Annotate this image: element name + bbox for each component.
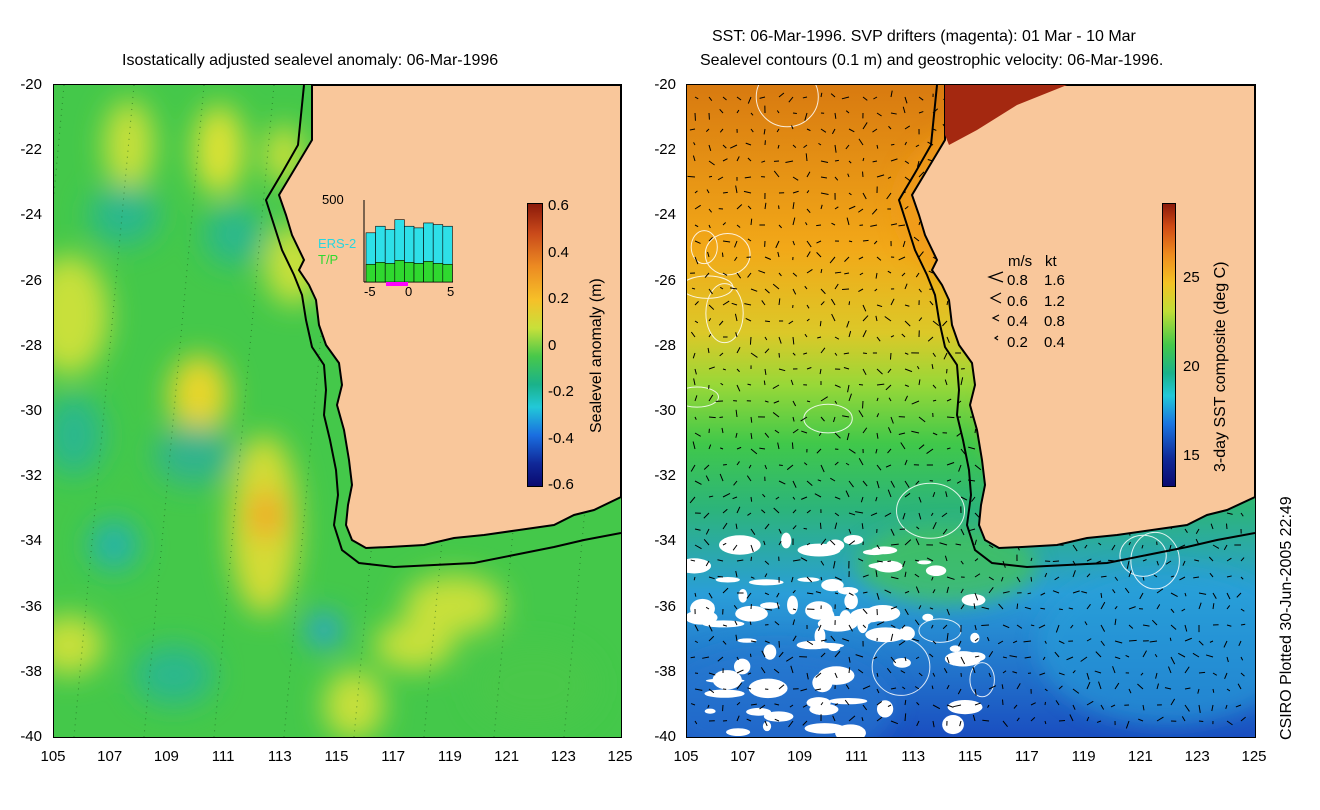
speed-legend-kt-value: 1.2 [1044,292,1065,310]
speed-legend-kt-value: 0.4 [1044,333,1065,351]
x-tick-label: 125 [607,748,633,765]
x-tick-label: 121 [494,748,520,765]
left-chart-title: Isostatically adjusted sealevel anomaly:… [122,52,499,69]
inset-bar-tp [432,263,444,283]
y-tick-label: -32 [654,467,676,485]
y-tick-label: -38 [654,662,676,680]
x-tick-label: 115 [324,748,349,765]
inset-bar-tp [394,260,405,283]
speed-legend-ms-header: m/s [1008,253,1033,270]
speed-legend-kt-value: 1.6 [1044,272,1065,289]
x-tick-label: 107 [97,748,123,765]
colorbar-tick-label: 15 [1183,447,1200,464]
sst-colorbar [1162,203,1176,487]
inset-series-tp: T/P [318,252,339,267]
y-tick-label: -40 [654,728,676,745]
x-tick-label: 117 [381,748,406,765]
data-count-inset [363,200,453,286]
y-tick-label: -28 [654,336,676,354]
y-tick-label: -24 [20,206,42,224]
x-tick-label: 109 [153,748,179,765]
y-tick-label: -24 [654,206,676,224]
inset-xtick: -5 [364,284,376,299]
x-tick-label: 125 [1241,748,1267,765]
colorbar-tick-label: 20 [1183,358,1200,375]
x-tick-label: 119 [437,748,462,765]
colorbar-tick-label: 0.6 [548,197,569,214]
inset-bar-tp [442,263,453,283]
speed-legend-kt-value: 0.8 [1044,313,1065,330]
y-tick-label: -22 [654,141,676,159]
y-tick-label: -28 [20,336,42,354]
speed-legend-kt-header: kt [1045,253,1057,270]
x-tick-label: 105 [673,748,699,765]
colorbar-tick-label: 0 [548,336,557,354]
inset-bar-tp [404,262,415,283]
plot-credit: CSIRO Plotted 30-Jun-2005 22:49 [1278,496,1295,740]
colorbar-tick-label: 25 [1183,269,1200,286]
sealevel-colorbar-label: Sealevel anomaly (m) [588,278,605,433]
speed-legend-ms-value: 0.2 [1007,333,1028,351]
x-tick-label: 119 [1071,748,1096,765]
x-tick-label: 113 [901,748,926,765]
y-tick-label: -36 [20,597,42,615]
x-tick-label: 117 [1014,748,1039,765]
sealevel-colorbar [527,203,543,487]
colorbar-tick-label: -0.4 [548,429,574,447]
speed-legend-ms-value: 0.8 [1007,272,1028,289]
x-tick-label: 107 [730,748,756,765]
x-tick-label: 123 [550,748,576,765]
inset-bar-tp [413,263,424,283]
y-tick-label: -22 [20,141,42,159]
shelf-break-contour [264,85,621,569]
x-tick-label: 109 [787,748,813,765]
colorbar-tick-label: -0.6 [548,476,574,493]
y-tick-label: -40 [20,728,42,745]
inset-xtick: 5 [447,284,455,299]
colorbar-tick-label: 0.4 [548,243,569,261]
colorbar-tick-label: 0.2 [548,290,569,307]
x-tick-label: 111 [844,748,868,765]
speed-legend-ms-value: 0.4 [1007,313,1028,330]
inset-bar-tp [423,261,434,283]
speed-legend-ms-value: 0.6 [1007,292,1028,310]
drifter-window-bar [386,282,408,286]
inset-series-ers2: ERS-2 [318,236,357,251]
speed-legend-arrows [987,271,1004,341]
shelf-break-contour [897,85,1255,569]
x-tick-label: 111 [211,748,235,765]
inset-bar-tp [384,263,396,283]
y-tick-label: -20 [20,76,42,93]
x-tick-label: 105 [40,748,66,765]
inset-ymax-label: 500 [322,192,344,207]
y-tick-label: -26 [654,271,676,289]
right-chart-title-line1: SST: 06-Mar-1996. SVP drifters (magenta)… [712,28,1136,45]
x-tick-label: 123 [1184,748,1210,765]
x-tick-label: 121 [1127,748,1153,765]
x-tick-label: 113 [267,748,292,765]
inset-bar-tp [365,263,376,283]
inset-xtick: 0 [405,284,413,299]
y-tick-label: -36 [654,597,676,615]
y-tick-label: -34 [20,532,42,550]
y-tick-label: -38 [20,662,42,680]
x-tick-label: 115 [958,748,982,765]
y-tick-label: -20 [654,76,676,93]
y-tick-label: -32 [20,467,42,485]
y-tick-label: -34 [654,532,676,550]
northwest-warm-coast [945,85,1067,145]
y-tick-label: -30 [20,402,42,419]
inset-bar-tp [375,262,386,283]
right-chart-title-line2: Sealevel contours (0.1 m) and geostrophi… [700,52,1164,69]
y-tick-label: -26 [20,271,42,289]
sst-colorbar-label: 3-day SST composite (deg C) [1212,261,1229,472]
y-tick-label: -30 [654,402,676,419]
colorbar-tick-label: -0.2 [548,383,574,400]
